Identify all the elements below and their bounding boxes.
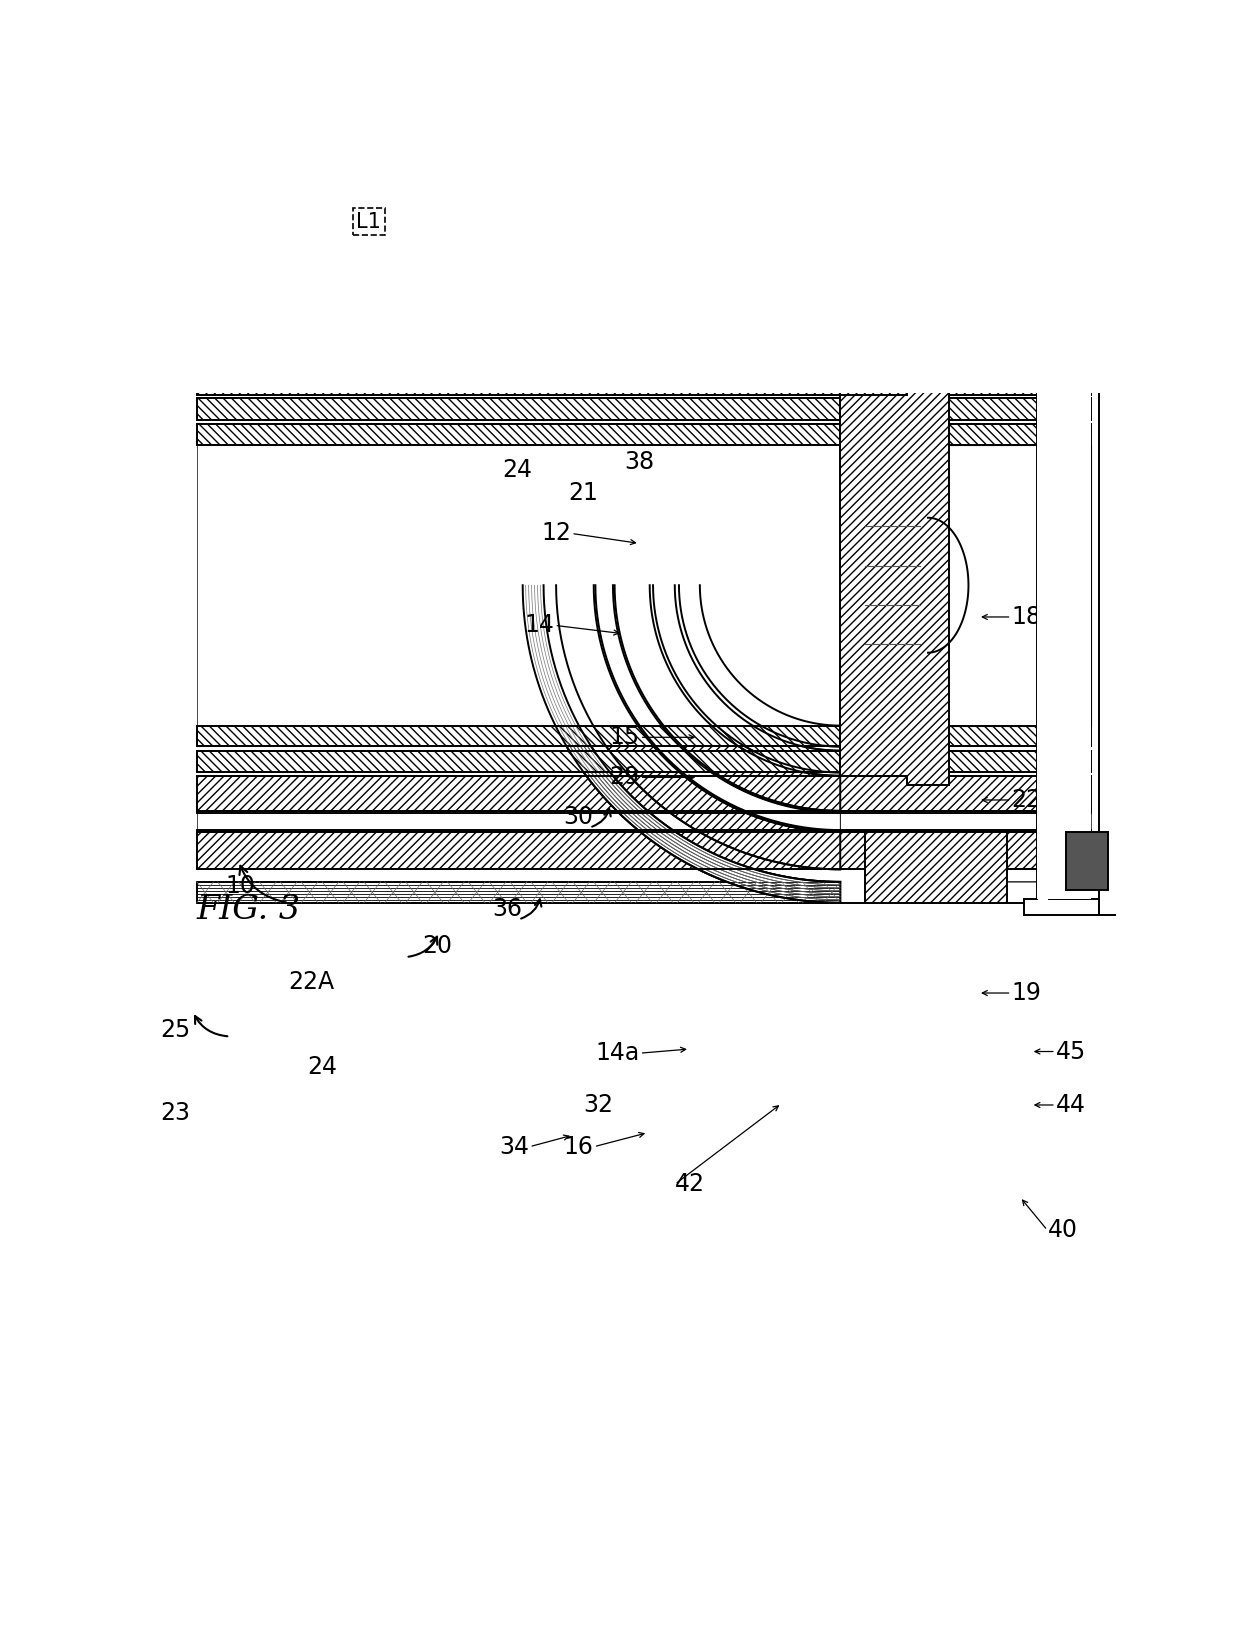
Text: 22A: 22A	[289, 970, 335, 995]
Polygon shape	[523, 585, 841, 903]
Polygon shape	[556, 585, 841, 870]
Polygon shape	[197, 423, 841, 445]
Text: 10: 10	[226, 875, 255, 898]
Polygon shape	[197, 776, 841, 810]
Polygon shape	[595, 585, 841, 830]
Polygon shape	[841, 341, 1091, 357]
Text: 34: 34	[500, 1135, 529, 1159]
Text: L1: L1	[356, 212, 382, 232]
Polygon shape	[615, 585, 841, 810]
Polygon shape	[197, 812, 841, 830]
Text: 24: 24	[308, 1056, 337, 1079]
Polygon shape	[866, 268, 1007, 339]
Polygon shape	[197, 399, 841, 420]
Text: 15: 15	[610, 725, 640, 749]
Text: 40: 40	[1048, 1219, 1078, 1242]
Text: 45: 45	[1055, 1039, 1086, 1064]
Text: 29: 29	[610, 766, 640, 789]
Polygon shape	[197, 359, 841, 395]
Polygon shape	[841, 751, 1091, 772]
Polygon shape	[699, 585, 841, 726]
Polygon shape	[841, 268, 1091, 903]
Polygon shape	[841, 423, 1091, 445]
Polygon shape	[1066, 832, 1107, 891]
Polygon shape	[197, 445, 841, 726]
Text: 12: 12	[542, 522, 572, 545]
Text: FIG. 3: FIG. 3	[197, 894, 301, 926]
Polygon shape	[1100, 255, 1120, 916]
Text: 42: 42	[675, 1173, 704, 1196]
Text: 44: 44	[1055, 1094, 1086, 1117]
Polygon shape	[653, 585, 841, 772]
Polygon shape	[841, 385, 949, 786]
Text: 16: 16	[564, 1135, 594, 1159]
Polygon shape	[841, 359, 1091, 395]
Polygon shape	[197, 832, 841, 870]
Polygon shape	[197, 268, 841, 288]
Text: 38: 38	[625, 450, 655, 474]
Polygon shape	[882, 259, 940, 348]
Text: 14a: 14a	[595, 1041, 640, 1066]
Polygon shape	[866, 832, 1007, 903]
Polygon shape	[841, 399, 1091, 420]
Text: 25: 25	[160, 1018, 190, 1043]
Polygon shape	[523, 585, 841, 903]
Text: 24: 24	[502, 458, 533, 483]
Text: 27: 27	[1049, 870, 1079, 894]
Text: 20: 20	[423, 934, 453, 959]
Text: 36: 36	[492, 898, 523, 921]
Text: 14: 14	[525, 613, 554, 637]
Text: 21: 21	[569, 481, 599, 506]
Polygon shape	[1037, 272, 1091, 899]
Polygon shape	[1024, 255, 1100, 916]
Polygon shape	[197, 341, 841, 357]
Polygon shape	[197, 881, 841, 903]
Text: 23: 23	[160, 1102, 190, 1125]
Polygon shape	[841, 301, 1091, 339]
Polygon shape	[197, 301, 841, 339]
Polygon shape	[841, 812, 1091, 830]
Text: 30: 30	[564, 805, 594, 828]
Polygon shape	[680, 585, 841, 746]
Text: 22B: 22B	[1012, 787, 1058, 812]
Polygon shape	[1049, 280, 1107, 339]
Text: 19: 19	[1012, 982, 1042, 1005]
Text: 32: 32	[583, 1094, 613, 1117]
Polygon shape	[841, 832, 1091, 870]
Polygon shape	[841, 445, 1091, 726]
Polygon shape	[841, 776, 1091, 810]
Polygon shape	[841, 726, 1091, 746]
Polygon shape	[197, 751, 841, 772]
Text: 18: 18	[1012, 604, 1042, 629]
Polygon shape	[928, 517, 968, 652]
Polygon shape	[197, 726, 841, 746]
